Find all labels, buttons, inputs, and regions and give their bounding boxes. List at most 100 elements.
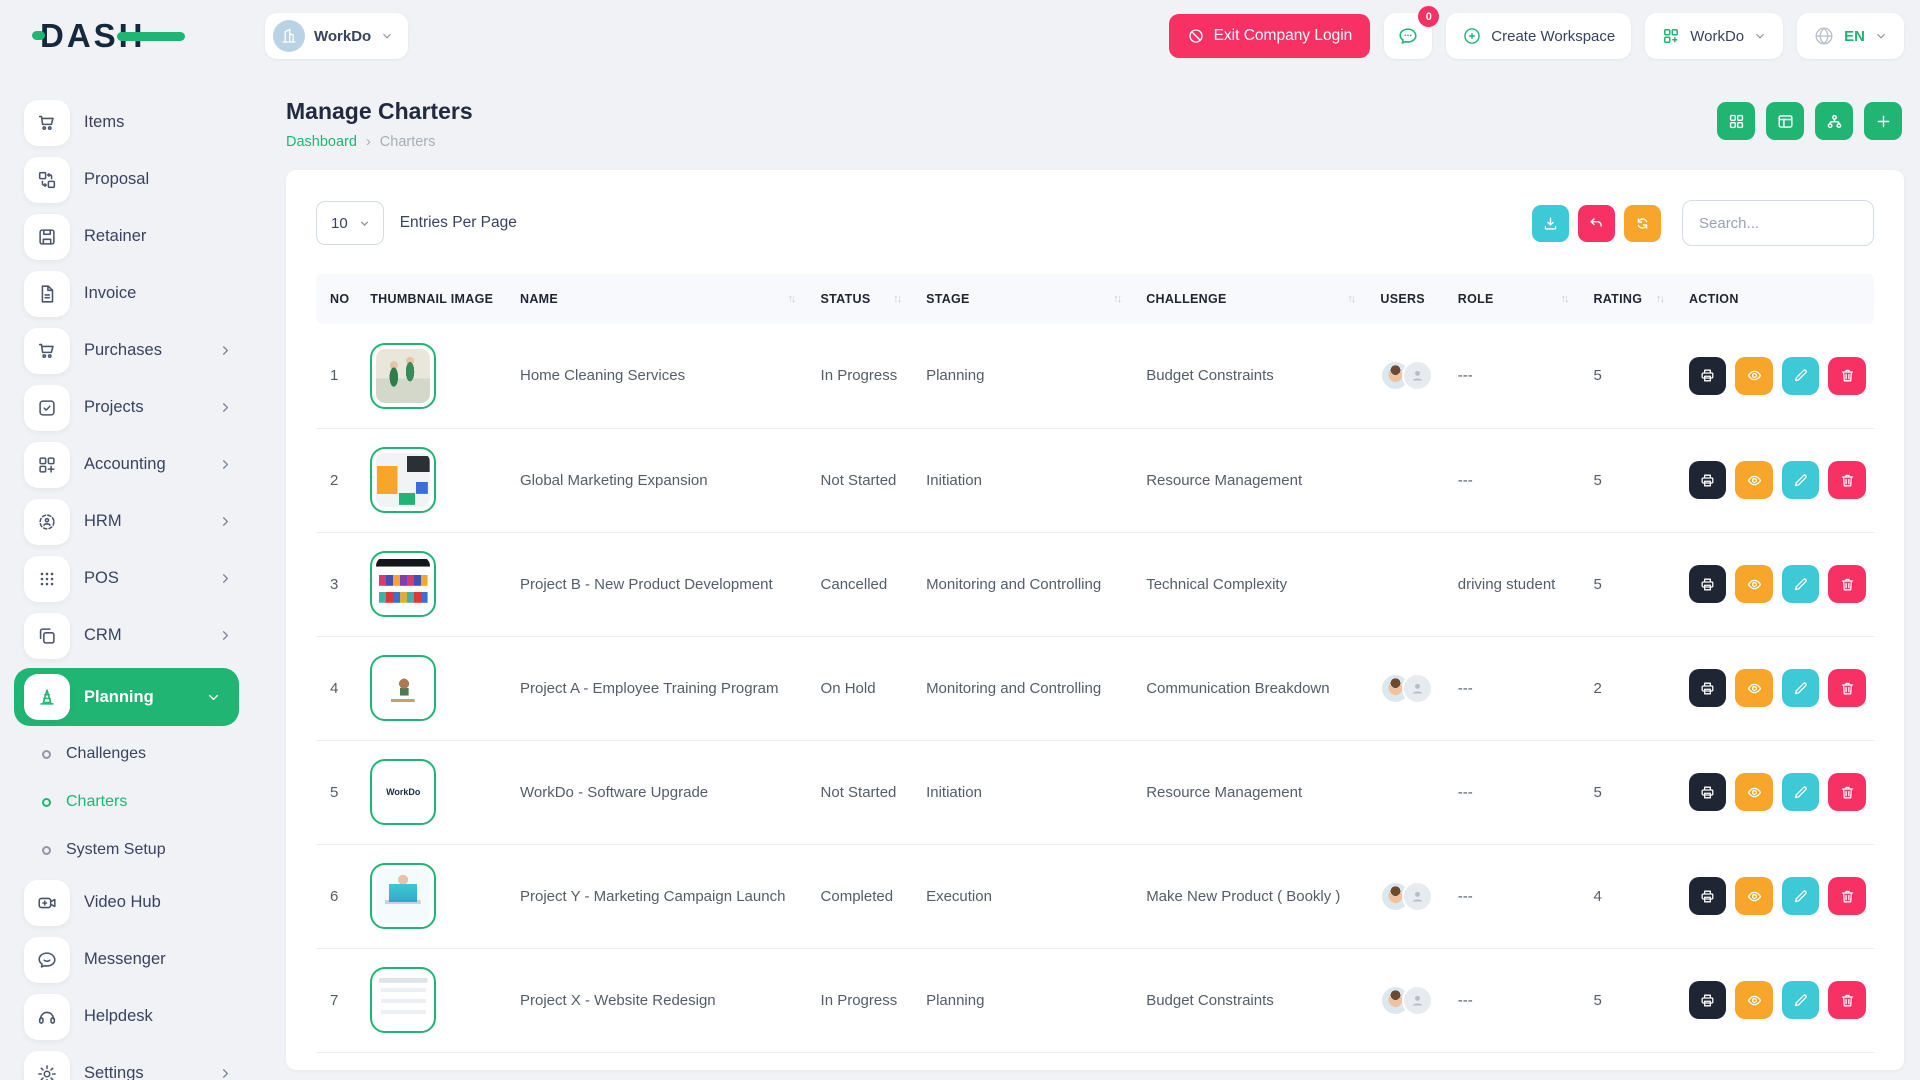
edit-row-button[interactable] — [1781, 565, 1820, 603]
hierarchy-view-button[interactable] — [1815, 102, 1853, 140]
workspace-switcher[interactable]: WorkDo — [1645, 13, 1784, 59]
cell-status: Cancelled — [814, 532, 921, 637]
sidebar-subitem-challenges[interactable]: Challenges — [0, 730, 265, 778]
charter-thumbnail[interactable] — [370, 551, 437, 617]
sidebar-subitem-system-setup[interactable]: System Setup — [0, 826, 265, 874]
sidebar-item-crm[interactable]: CRM — [0, 607, 265, 664]
charter-thumbnail[interactable]: WorkDo — [370, 759, 437, 825]
print-row-button[interactable] — [1688, 877, 1727, 915]
charter-thumbnail[interactable] — [370, 863, 437, 929]
view-row-button[interactable] — [1735, 461, 1773, 499]
bullet-icon — [42, 845, 51, 855]
sidebar-subitem-charters[interactable]: Charters — [0, 778, 265, 826]
column-header-role[interactable]: ROLE ↑↓ — [1451, 274, 1588, 324]
user-avatar-placeholder[interactable] — [1402, 360, 1434, 392]
sidebar-item-pos[interactable]: POS — [0, 550, 265, 607]
edit-row-button[interactable] — [1781, 669, 1820, 707]
view-row-button[interactable] — [1735, 356, 1773, 395]
sidebar-item-purchases[interactable]: Purchases — [0, 322, 265, 379]
print-row-button[interactable] — [1688, 356, 1727, 395]
view-row-button[interactable] — [1735, 565, 1773, 603]
edit-row-button[interactable] — [1781, 981, 1820, 1019]
page-header-actions — [1717, 102, 1902, 140]
delete-row-button[interactable] — [1828, 877, 1866, 915]
sort-arrows-icon[interactable]: ↑↓ — [1655, 293, 1665, 305]
entries-per-page-value: 10 — [331, 214, 348, 232]
sidebar-item-accounting[interactable]: Accounting — [0, 436, 265, 493]
sort-arrows-icon[interactable]: ↑↓ — [1113, 293, 1122, 305]
bullet-icon — [42, 749, 51, 759]
delete-row-button[interactable] — [1828, 356, 1866, 395]
undo-button[interactable] — [1578, 204, 1615, 242]
delete-row-button[interactable] — [1828, 669, 1866, 707]
edit-row-button[interactable] — [1781, 773, 1820, 811]
delete-row-button[interactable] — [1828, 773, 1866, 811]
cell-no: 4 — [316, 636, 365, 741]
chat-icon — [24, 936, 70, 983]
sort-arrows-icon[interactable]: ↑↓ — [893, 293, 902, 305]
sidebar-item-hrm[interactable]: HRM — [0, 493, 265, 550]
column-header-label: NAME — [520, 292, 559, 306]
column-header-rating[interactable]: RATING ↑↓ — [1587, 274, 1683, 324]
print-row-button[interactable] — [1688, 981, 1727, 1019]
print-row-button[interactable] — [1688, 461, 1727, 499]
sort-arrows-icon[interactable]: ↑↓ — [1560, 293, 1569, 305]
print-row-button[interactable] — [1688, 565, 1727, 603]
column-header-name[interactable]: NAME ↑↓ — [514, 274, 815, 324]
edit-row-button[interactable] — [1781, 461, 1820, 499]
avatar-stack — [1380, 880, 1443, 912]
view-row-button[interactable] — [1735, 773, 1773, 811]
refresh-button[interactable] — [1624, 204, 1661, 242]
sidebar-item-invoice[interactable]: Invoice — [0, 265, 265, 322]
delete-row-button[interactable] — [1828, 461, 1866, 499]
create-workspace-button[interactable]: Create Workspace — [1446, 13, 1632, 59]
print-row-button[interactable] — [1688, 773, 1727, 811]
sidebar-item-planning[interactable]: Planning — [14, 668, 239, 726]
view-row-button[interactable] — [1735, 877, 1773, 915]
user-avatar-placeholder[interactable] — [1402, 880, 1434, 912]
export-button[interactable] — [1532, 204, 1569, 242]
search-input[interactable] — [1682, 200, 1874, 246]
exit-company-login-button[interactable]: Exit Company Login — [1168, 14, 1371, 58]
edit-row-button[interactable] — [1781, 356, 1820, 395]
breadcrumb-dashboard-link[interactable]: Dashboard — [286, 134, 357, 150]
sidebar-item-retainer[interactable]: Retainer — [0, 208, 265, 265]
delete-row-button[interactable] — [1828, 565, 1866, 603]
column-header-status[interactable]: STATUS ↑↓ — [814, 274, 921, 324]
headset-icon — [24, 993, 70, 1040]
charter-thumbnail[interactable] — [370, 342, 437, 409]
view-row-button[interactable] — [1735, 669, 1773, 707]
sidebar-item-projects[interactable]: Projects — [0, 379, 265, 436]
charter-thumbnail[interactable] — [370, 447, 437, 513]
table-view-button[interactable] — [1766, 102, 1804, 140]
view-row-button[interactable] — [1735, 981, 1773, 1019]
language-selector[interactable]: EN — [1797, 13, 1904, 59]
column-header-label: THUMBNAIL IMAGE — [370, 292, 494, 306]
delete-row-button[interactable] — [1828, 981, 1866, 1019]
sort-arrows-icon[interactable]: ↑↓ — [787, 293, 797, 305]
sidebar-item-settings[interactable]: Settings — [0, 1045, 265, 1080]
entries-per-page-label: Entries Per Page — [399, 214, 517, 231]
charter-thumbnail[interactable] — [370, 655, 437, 721]
sidebar-item-helpdesk[interactable]: Helpdesk — [0, 988, 265, 1045]
entries-per-page-select[interactable]: 10 — [316, 201, 384, 245]
sidebar-item-video-hub[interactable]: Video Hub — [0, 874, 265, 931]
messages-button[interactable]: 0 — [1384, 6, 1440, 59]
print-row-button[interactable] — [1688, 669, 1727, 707]
sidebar-item-proposal[interactable]: Proposal — [0, 151, 265, 208]
cell-name: Project Y - Marketing Campaign Launch — [514, 844, 815, 949]
sort-arrows-icon[interactable]: ↑↓ — [1347, 293, 1356, 305]
column-header-stage[interactable]: STAGE ↑↓ — [920, 274, 1141, 324]
user-avatar-placeholder[interactable] — [1402, 672, 1434, 704]
sidebar-item-items[interactable]: Items — [0, 94, 265, 151]
edit-row-button[interactable] — [1781, 877, 1820, 915]
user-avatar-placeholder[interactable] — [1402, 984, 1434, 1016]
charter-thumbnail[interactable] — [370, 967, 437, 1033]
add-charter-button[interactable] — [1864, 102, 1902, 140]
app-logo[interactable]: DASH — [40, 17, 265, 55]
company-switcher[interactable]: WorkDo — [265, 13, 409, 59]
grid-view-button[interactable] — [1717, 102, 1755, 140]
sidebar-item-messenger[interactable]: Messenger — [0, 931, 265, 988]
cell-rating: 5 — [1587, 532, 1683, 637]
column-header-challenge[interactable]: CHALLENGE ↑↓ — [1140, 274, 1375, 324]
